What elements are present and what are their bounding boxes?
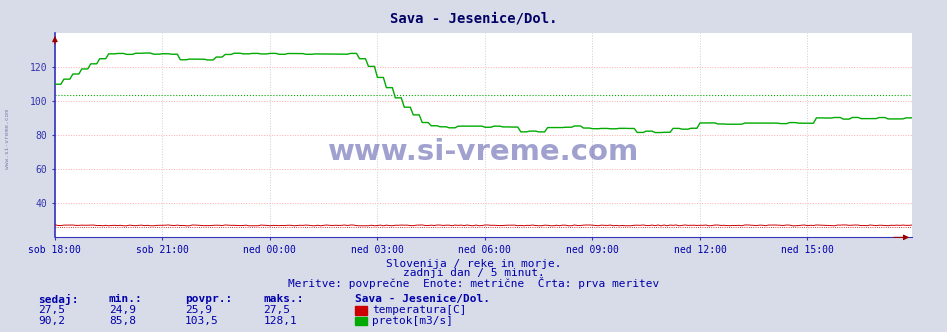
Text: Sava - Jesenice/Dol.: Sava - Jesenice/Dol. — [355, 294, 491, 304]
Text: povpr.:: povpr.: — [185, 294, 232, 304]
Text: min.:: min.: — [109, 294, 143, 304]
Text: sedaj:: sedaj: — [38, 294, 79, 305]
Text: www.si-vreme.com: www.si-vreme.com — [328, 138, 639, 166]
Text: 128,1: 128,1 — [263, 316, 297, 326]
Text: maks.:: maks.: — [263, 294, 304, 304]
Text: Slovenija / reke in morje.: Slovenija / reke in morje. — [385, 259, 562, 269]
Text: 85,8: 85,8 — [109, 316, 136, 326]
Text: 103,5: 103,5 — [185, 316, 219, 326]
Text: www.si-vreme.com: www.si-vreme.com — [5, 110, 10, 169]
Text: pretok[m3/s]: pretok[m3/s] — [372, 316, 454, 326]
Text: Meritve: povprečne  Enote: metrične  Črta: prva meritev: Meritve: povprečne Enote: metrične Črta:… — [288, 277, 659, 289]
Text: 90,2: 90,2 — [38, 316, 65, 326]
Text: 25,9: 25,9 — [185, 305, 212, 315]
Text: zadnji dan / 5 minut.: zadnji dan / 5 minut. — [402, 268, 545, 278]
Text: temperatura[C]: temperatura[C] — [372, 305, 467, 315]
Text: Sava - Jesenice/Dol.: Sava - Jesenice/Dol. — [390, 11, 557, 25]
Text: 24,9: 24,9 — [109, 305, 136, 315]
Text: 27,5: 27,5 — [263, 305, 291, 315]
Text: 27,5: 27,5 — [38, 305, 65, 315]
